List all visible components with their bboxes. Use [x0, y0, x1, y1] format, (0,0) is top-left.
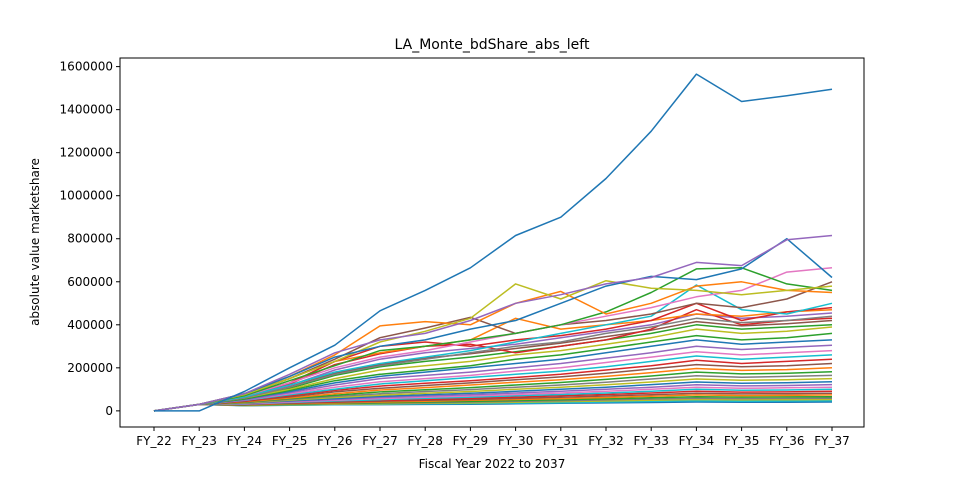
series-line — [153, 267, 833, 412]
y-axis-label: absolute value marketshare — [28, 158, 42, 326]
series-line — [153, 234, 833, 412]
y-tick-label: 200000 — [67, 361, 113, 375]
x-tick-label: FY_22 — [136, 434, 172, 448]
series-line — [154, 73, 833, 412]
x-tick-label: FY_34 — [679, 434, 715, 448]
series-line — [153, 284, 833, 412]
y-tick-label: 1600000 — [60, 60, 113, 74]
chart-title: LA_Monte_bdShare_abs_left — [395, 37, 590, 53]
y-tick-label: 1400000 — [60, 103, 113, 117]
y-axis: 0 200000 400000 600000 800000 1000000 1200000 1… — [60, 60, 120, 418]
series-line — [153, 279, 833, 412]
plot-frame — [119, 57, 865, 428]
y-tick-label: 0 — [105, 404, 113, 418]
series-line — [153, 358, 833, 412]
series-line — [153, 326, 833, 412]
x-tick-label: FY_23 — [181, 434, 217, 448]
series-line — [153, 344, 833, 412]
x-tick-label: FY_35 — [724, 434, 760, 448]
y-tick-label: 800000 — [67, 232, 113, 246]
x-tick-label: FY_30 — [498, 434, 534, 448]
y-tick-label: 1000000 — [60, 189, 113, 203]
x-tick-label: FY_37 — [814, 434, 850, 448]
series-line — [153, 237, 833, 412]
x-tick-label: FY_33 — [633, 434, 669, 448]
x-axis: FY_22 FY_23 FY_24 FY_25 FY_26 FY_27 FY_28 FY_29… — [136, 427, 850, 448]
y-tick-label: 1200000 — [60, 146, 113, 160]
x-tick-label: FY_25 — [272, 434, 308, 448]
x-tick-label: FY_28 — [407, 434, 443, 448]
x-tick-label: FY_24 — [227, 434, 263, 448]
x-tick-label: FY_36 — [769, 434, 805, 448]
series-line — [153, 267, 833, 412]
x-tick-label: FY_26 — [317, 434, 353, 448]
x-tick-label: FY_29 — [453, 434, 489, 448]
series-layer — [153, 73, 833, 412]
x-tick-label: FY_32 — [588, 434, 624, 448]
x-tick-label: FY_27 — [362, 434, 398, 448]
x-tick-label: FY_31 — [543, 434, 579, 448]
y-tick-label: 600000 — [67, 275, 113, 289]
x-axis-label: Fiscal Year 2022 to 2037 — [419, 457, 566, 471]
y-tick-label: 400000 — [67, 318, 113, 332]
series-line — [153, 367, 833, 412]
series-line — [153, 332, 833, 412]
series-line — [153, 315, 833, 412]
